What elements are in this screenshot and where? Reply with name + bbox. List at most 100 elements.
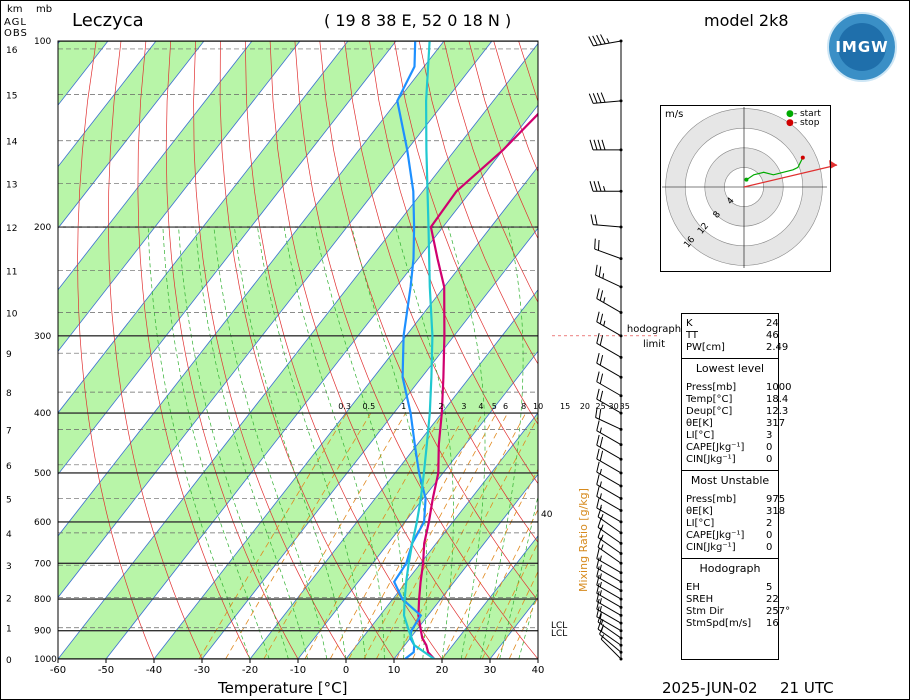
temperature-profile [417, 112, 538, 659]
index-value: 16 [766, 618, 779, 629]
isotherm-line [58, 41, 253, 291]
wind-barb-flag [595, 407, 598, 418]
index-key: K [686, 318, 693, 329]
index-value: 0 [766, 530, 773, 541]
wind-barb-flag [597, 611, 602, 623]
wind-barb-half-flag [603, 297, 606, 303]
station-coordinates: ( 19 8 38 E, 52 0 18 N ) [324, 11, 512, 30]
wind-barb-flag [596, 388, 600, 400]
wind-barb [596, 420, 623, 447]
index-row: PW[cm] 2.49 [686, 342, 788, 354]
hodograph-unit: m/s [665, 109, 684, 120]
wind-barb [589, 139, 623, 152]
height-tick-label: 11 [6, 267, 17, 277]
mixing-ratio-label: 30 [608, 402, 618, 411]
wind-barb-flag [598, 266, 602, 277]
wind-barb-flag [597, 619, 602, 630]
pressure-tick-label: 800 [34, 595, 51, 605]
wind-barb-half-flag [599, 493, 602, 499]
wind-barb-flag [596, 448, 600, 460]
wind-barb-flag [596, 352, 600, 364]
wind-barb-flag [596, 311, 600, 322]
wind-barb-shaft [597, 516, 622, 534]
moist-adiabat [447, 226, 486, 659]
wind-barb-flag [600, 34, 606, 45]
lcl-label-1: LCL [551, 621, 568, 631]
mixing-ratio-label: 2 [438, 402, 443, 411]
wind-barb-flag [598, 408, 602, 420]
index-key: PW[cm] [686, 342, 725, 353]
wind-barb [596, 434, 623, 461]
wind-barb-shaft [596, 496, 622, 511]
mixing-ratio-label: 0.5 [362, 402, 375, 411]
index-key: θE[K] [686, 418, 713, 429]
wind-barb-flag [596, 598, 600, 610]
model-label: model 2k8 [704, 11, 789, 30]
wind-barb-flag [596, 566, 600, 577]
index-value: 257° [766, 606, 791, 617]
lcl-label-2: LCL [551, 629, 568, 639]
table-section-title: Most Unstable [690, 474, 770, 487]
index-key: CAPE[Jkg⁻¹] [686, 530, 745, 541]
wind-barb-flag [596, 420, 600, 431]
index-value: 5 [766, 582, 773, 593]
moist-adiabat [162, 226, 270, 659]
height-tick-label: 10 [6, 310, 18, 320]
wind-barb [596, 598, 623, 625]
x-tick-label: 0 [343, 665, 349, 676]
wind-barb [597, 537, 623, 565]
wind-barb-shaft [596, 398, 622, 414]
x-tick-label: 10 [388, 665, 401, 676]
wind-barb-shaft [596, 558, 622, 574]
wind-barb [589, 181, 623, 193]
wind-barb-flag [599, 373, 604, 384]
wind-barb-flag [596, 92, 602, 103]
wind-barb-flag [592, 35, 598, 46]
wind-barb [588, 92, 623, 104]
legend-stop-text: - stop [793, 118, 820, 128]
imgw-logo: IMGW [827, 12, 897, 82]
dry-adiabat [219, 41, 395, 659]
wind-barb-shaft [597, 621, 622, 639]
dry-adiabat [443, 41, 538, 304]
height-tick-label: 16 [6, 46, 18, 56]
index-key: TT [686, 330, 699, 341]
index-key: LI[°C] [686, 518, 715, 529]
index-row: LI[°C] 3 [686, 430, 776, 442]
index-row: CIN[Jkg⁻¹] 0 [686, 542, 776, 554]
wind-barb-half-flag [606, 38, 610, 44]
wind-barb-shaft [596, 321, 622, 337]
x-tick-label: -20 [242, 665, 258, 676]
axis-corner-agl: AGL [4, 17, 27, 28]
wind-barb-flag [597, 527, 602, 538]
isotherm-line [441, 535, 538, 659]
x-tick-label: -30 [194, 665, 210, 676]
wind-barb-half-flag [602, 273, 605, 279]
height-tick-label: 15 [6, 91, 17, 101]
wind-barb-shaft [597, 628, 622, 646]
isotherm-line [58, 42, 538, 659]
hodograph-limit-label: hodograph limit [626, 324, 682, 350]
mixing-ratio-label: 6 [503, 402, 508, 411]
pressure-tick-label: 500 [34, 469, 51, 479]
dewpoint-profile [392, 41, 427, 659]
moist-adiabat [147, 226, 251, 659]
index-key: CAPE[Jkg⁻¹] [686, 442, 745, 453]
pressure-tick-label: 1000 [34, 655, 57, 665]
wind-barb-flag [596, 288, 600, 299]
wind-barb-flag [596, 557, 600, 568]
wind-barb-shaft [593, 100, 622, 104]
index-row: StmSpd[m/s] 16 [686, 618, 779, 630]
wind-barb-half-flag [599, 598, 602, 604]
wind-barb-shaft [595, 274, 622, 288]
wind-barb-flag [596, 34, 602, 45]
mixing-ratio-axis-label: Mixing Ratio [g/kg] [577, 488, 590, 592]
wind-barb [596, 371, 623, 398]
wind-barb [597, 517, 623, 545]
x-tick-label: -40 [146, 665, 162, 676]
index-row: θE[K] 318 [686, 506, 785, 518]
hodograph-stop-point [800, 155, 805, 160]
imgw-logo-text: IMGW [835, 38, 889, 56]
wind-barb-shaft [593, 224, 622, 228]
wind-barb-flag [597, 537, 602, 548]
